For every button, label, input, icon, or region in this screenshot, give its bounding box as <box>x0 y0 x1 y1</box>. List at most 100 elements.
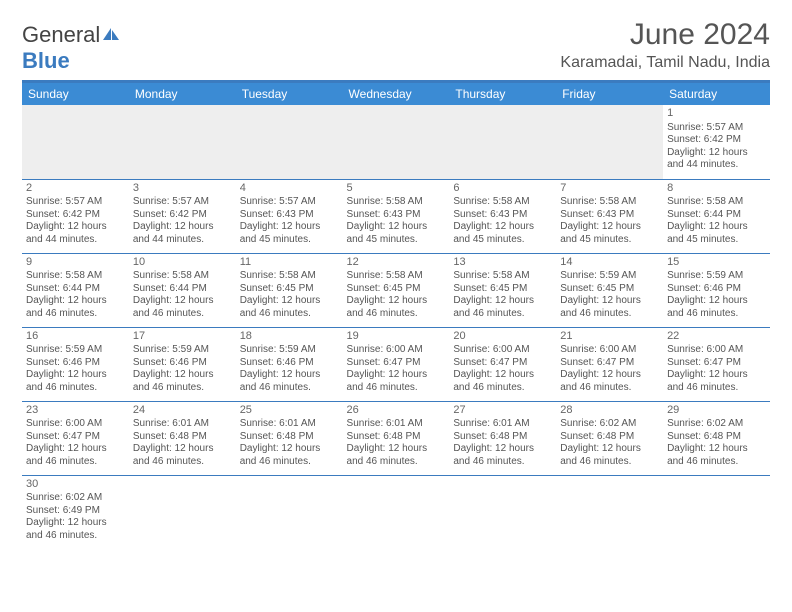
calendar-cell: 26Sunrise: 6:01 AMSunset: 6:48 PMDayligh… <box>343 401 450 475</box>
calendar-cell: 25Sunrise: 6:01 AMSunset: 6:48 PMDayligh… <box>236 401 343 475</box>
day-number: 8 <box>667 182 766 196</box>
calendar-cell: 28Sunrise: 6:02 AMSunset: 6:48 PMDayligh… <box>556 401 663 475</box>
day-number: 18 <box>240 330 339 344</box>
day-header: Monday <box>129 83 236 105</box>
sunrise-line: Sunrise: 6:01 AM <box>347 418 446 431</box>
calendar-cell: 9Sunrise: 5:58 AMSunset: 6:44 PMDaylight… <box>22 253 129 327</box>
logo-text: GeneralBlue <box>22 22 123 74</box>
day-number: 27 <box>453 404 552 418</box>
sunset-line: Sunset: 6:47 PM <box>453 357 552 370</box>
daylight-line: Daylight: 12 hours and 46 minutes. <box>560 443 659 468</box>
sunrise-line: Sunrise: 5:58 AM <box>667 196 766 209</box>
calendar-row: 9Sunrise: 5:58 AMSunset: 6:44 PMDaylight… <box>22 253 770 327</box>
day-number: 30 <box>26 478 125 492</box>
day-number: 26 <box>347 404 446 418</box>
sunset-line: Sunset: 6:47 PM <box>26 431 125 444</box>
sunrise-line: Sunrise: 5:58 AM <box>240 270 339 283</box>
calendar-cell <box>343 105 450 179</box>
sunset-line: Sunset: 6:47 PM <box>347 357 446 370</box>
calendar-cell <box>236 105 343 179</box>
day-number: 29 <box>667 404 766 418</box>
sunrise-line: Sunrise: 5:59 AM <box>667 270 766 283</box>
sunrise-line: Sunrise: 5:59 AM <box>240 344 339 357</box>
sunset-line: Sunset: 6:46 PM <box>26 357 125 370</box>
day-header: Tuesday <box>236 83 343 105</box>
page-title: June 2024 <box>560 18 770 52</box>
calendar-row: 30Sunrise: 6:02 AMSunset: 6:49 PMDayligh… <box>22 475 770 549</box>
day-number: 21 <box>560 330 659 344</box>
sunrise-line: Sunrise: 6:01 AM <box>133 418 232 431</box>
daylight-line: Daylight: 12 hours and 46 minutes. <box>26 295 125 320</box>
calendar-cell: 23Sunrise: 6:00 AMSunset: 6:47 PMDayligh… <box>22 401 129 475</box>
daylight-line: Daylight: 12 hours and 45 minutes. <box>667 221 766 246</box>
sunset-line: Sunset: 6:45 PM <box>560 283 659 296</box>
sunset-line: Sunset: 6:45 PM <box>240 283 339 296</box>
sunrise-line: Sunrise: 6:00 AM <box>560 344 659 357</box>
calendar-cell: 5Sunrise: 5:58 AMSunset: 6:43 PMDaylight… <box>343 179 450 253</box>
sunrise-line: Sunrise: 6:01 AM <box>453 418 552 431</box>
calendar-cell: 7Sunrise: 5:58 AMSunset: 6:43 PMDaylight… <box>556 179 663 253</box>
sunrise-line: Sunrise: 6:00 AM <box>26 418 125 431</box>
calendar-cell <box>556 105 663 179</box>
day-header: Saturday <box>663 83 770 105</box>
day-number: 9 <box>26 256 125 270</box>
sunrise-line: Sunrise: 6:01 AM <box>240 418 339 431</box>
calendar-row: 23Sunrise: 6:00 AMSunset: 6:47 PMDayligh… <box>22 401 770 475</box>
sunset-line: Sunset: 6:48 PM <box>667 431 766 444</box>
calendar-cell: 10Sunrise: 5:58 AMSunset: 6:44 PMDayligh… <box>129 253 236 327</box>
sunrise-line: Sunrise: 6:00 AM <box>347 344 446 357</box>
day-number: 28 <box>560 404 659 418</box>
day-number: 23 <box>26 404 125 418</box>
sunset-line: Sunset: 6:45 PM <box>347 283 446 296</box>
day-header: Thursday <box>449 83 556 105</box>
daylight-line: Daylight: 12 hours and 46 minutes. <box>133 295 232 320</box>
calendar-row: 2Sunrise: 5:57 AMSunset: 6:42 PMDaylight… <box>22 179 770 253</box>
daylight-line: Daylight: 12 hours and 46 minutes. <box>133 369 232 394</box>
day-number: 12 <box>347 256 446 270</box>
daylight-line: Daylight: 12 hours and 44 minutes. <box>667 147 766 172</box>
sunrise-line: Sunrise: 5:57 AM <box>667 122 766 135</box>
sunset-line: Sunset: 6:48 PM <box>347 431 446 444</box>
calendar-cell: 29Sunrise: 6:02 AMSunset: 6:48 PMDayligh… <box>663 401 770 475</box>
calendar-cell: 18Sunrise: 5:59 AMSunset: 6:46 PMDayligh… <box>236 327 343 401</box>
sunrise-line: Sunrise: 5:58 AM <box>133 270 232 283</box>
calendar-cell <box>129 475 236 549</box>
daylight-line: Daylight: 12 hours and 46 minutes. <box>453 443 552 468</box>
sunset-line: Sunset: 6:43 PM <box>453 209 552 222</box>
daylight-line: Daylight: 12 hours and 46 minutes. <box>453 295 552 320</box>
calendar-cell <box>556 475 663 549</box>
calendar-cell: 19Sunrise: 6:00 AMSunset: 6:47 PMDayligh… <box>343 327 450 401</box>
day-header: Wednesday <box>343 83 450 105</box>
day-number: 25 <box>240 404 339 418</box>
daylight-line: Daylight: 12 hours and 46 minutes. <box>240 443 339 468</box>
day-number: 2 <box>26 182 125 196</box>
sunrise-line: Sunrise: 5:59 AM <box>560 270 659 283</box>
logo-text-2: Blue <box>22 48 70 73</box>
daylight-line: Daylight: 12 hours and 45 minutes. <box>240 221 339 246</box>
daylight-line: Daylight: 12 hours and 46 minutes. <box>560 295 659 320</box>
calendar-cell: 17Sunrise: 5:59 AMSunset: 6:46 PMDayligh… <box>129 327 236 401</box>
sunset-line: Sunset: 6:47 PM <box>560 357 659 370</box>
sunset-line: Sunset: 6:48 PM <box>453 431 552 444</box>
calendar-table: SundayMondayTuesdayWednesdayThursdayFrid… <box>22 83 770 549</box>
daylight-line: Daylight: 12 hours and 46 minutes. <box>347 369 446 394</box>
sunset-line: Sunset: 6:46 PM <box>667 283 766 296</box>
calendar-cell: 6Sunrise: 5:58 AMSunset: 6:43 PMDaylight… <box>449 179 556 253</box>
daylight-line: Daylight: 12 hours and 46 minutes. <box>453 369 552 394</box>
sunset-line: Sunset: 6:44 PM <box>133 283 232 296</box>
logo-text-1: General <box>22 22 100 47</box>
title-block: June 2024 Karamadai, Tamil Nadu, India <box>560 18 770 72</box>
sunrise-line: Sunrise: 5:58 AM <box>560 196 659 209</box>
calendar-cell: 13Sunrise: 5:58 AMSunset: 6:45 PMDayligh… <box>449 253 556 327</box>
calendar-cell: 16Sunrise: 5:59 AMSunset: 6:46 PMDayligh… <box>22 327 129 401</box>
calendar-cell: 12Sunrise: 5:58 AMSunset: 6:45 PMDayligh… <box>343 253 450 327</box>
day-number: 4 <box>240 182 339 196</box>
sunset-line: Sunset: 6:44 PM <box>667 209 766 222</box>
day-number: 10 <box>133 256 232 270</box>
day-number: 22 <box>667 330 766 344</box>
day-number: 1 <box>667 107 766 121</box>
daylight-line: Daylight: 12 hours and 46 minutes. <box>26 443 125 468</box>
daylight-line: Daylight: 12 hours and 46 minutes. <box>667 295 766 320</box>
calendar-cell <box>236 475 343 549</box>
sunrise-line: Sunrise: 6:02 AM <box>560 418 659 431</box>
